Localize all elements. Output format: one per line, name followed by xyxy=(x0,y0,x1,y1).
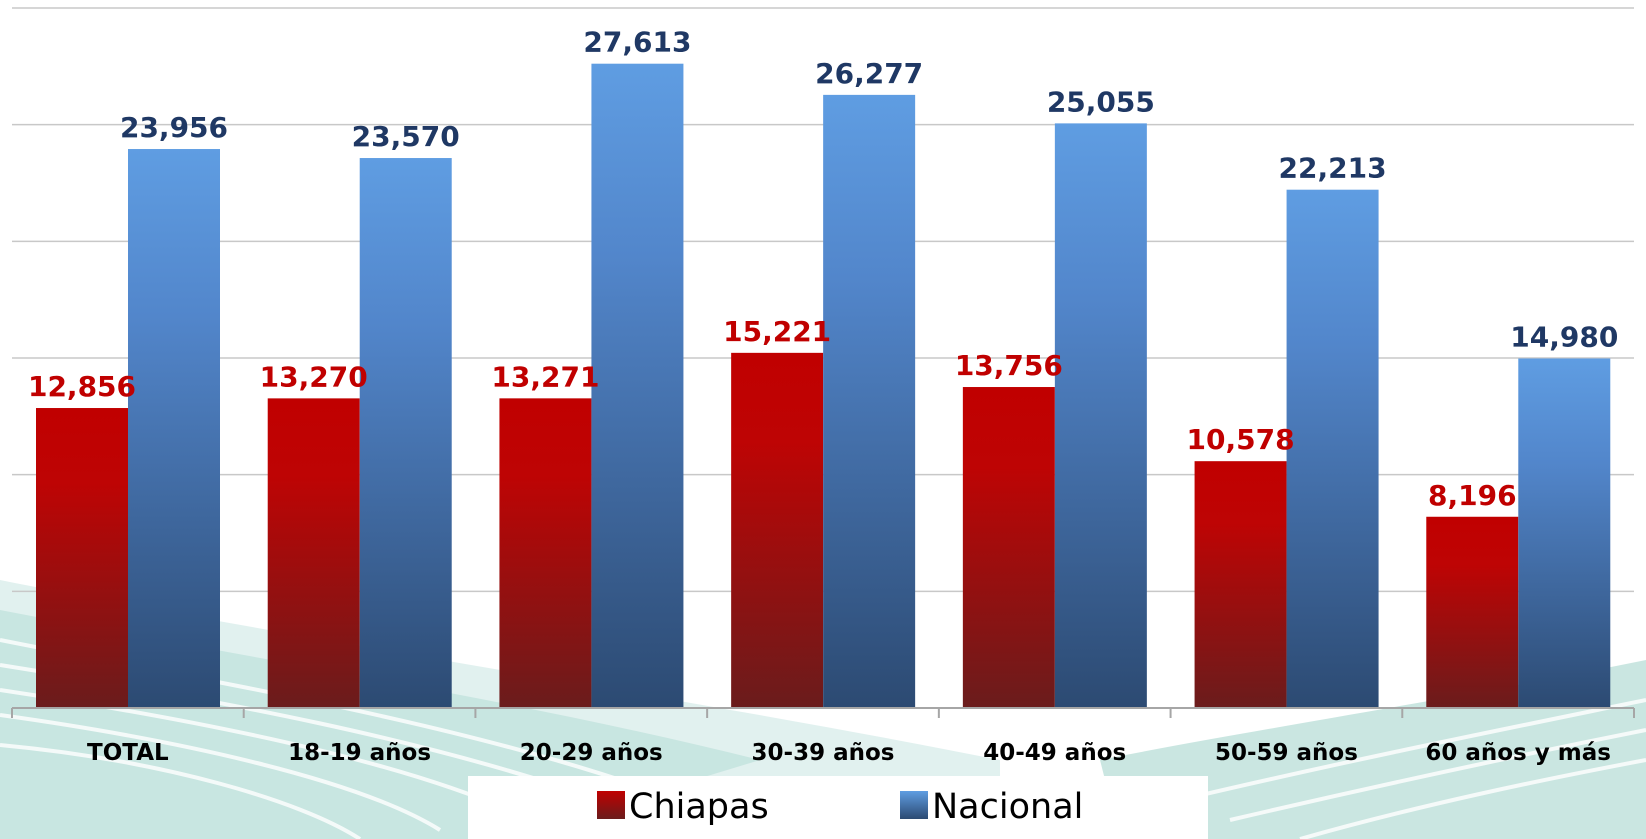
value-label-chiapas-4: 13,756 xyxy=(955,349,1063,382)
bar-nacional-1 xyxy=(359,158,452,709)
bar-nacional-6 xyxy=(1518,358,1611,708)
bar-chiapas-5 xyxy=(1194,461,1287,708)
bar-chiapas-0 xyxy=(36,408,128,708)
bar-nacional-5 xyxy=(1286,189,1379,709)
category-label-0: TOTAL xyxy=(87,740,169,766)
value-label-chiapas-3: 15,221 xyxy=(723,315,831,348)
category-label-3: 30-39 años xyxy=(752,740,895,766)
category-label-1: 18-19 años xyxy=(288,740,431,766)
legend-swatch-nacional xyxy=(900,791,928,819)
bar-nacional-4 xyxy=(1054,123,1147,709)
legend-label-nacional: Nacional xyxy=(932,787,1083,827)
bar-chiapas-6 xyxy=(1426,516,1519,708)
category-label-4: 40-49 años xyxy=(983,740,1126,766)
bar-nacional-2 xyxy=(591,63,684,709)
value-label-nacional-4: 25,055 xyxy=(1047,85,1155,118)
bar-chiapas-2 xyxy=(499,398,592,708)
value-labels: 12,856 23,956 13,270 23,570 13,271 27,613 15,2… xyxy=(28,26,1618,512)
value-label-nacional-1: 23,570 xyxy=(352,120,460,153)
value-label-nacional-0: 23,956 xyxy=(120,111,228,144)
bar-chiapas-4 xyxy=(962,387,1055,708)
category-label-6: 60 años y más xyxy=(1425,740,1611,766)
bar-chiapas-1 xyxy=(267,398,360,708)
value-label-nacional-2: 27,613 xyxy=(583,26,691,59)
legend-swatch-chiapas xyxy=(597,791,625,819)
value-label-chiapas-0: 12,856 xyxy=(28,370,136,403)
category-label-5: 50-59 años xyxy=(1215,740,1358,766)
value-label-chiapas-1: 13,270 xyxy=(260,360,368,393)
category-label-2: 20-29 años xyxy=(520,740,663,766)
bar-nacional-0 xyxy=(128,149,220,708)
legend-label-chiapas: Chiapas xyxy=(629,787,769,827)
legend: Chiapas Nacional xyxy=(468,776,1208,839)
bar-nacional-3 xyxy=(823,94,916,709)
value-label-chiapas-6: 8,196 xyxy=(1428,479,1517,512)
value-label-chiapas-5: 10,578 xyxy=(1187,423,1295,456)
category-labels: TOTAL 18-19 años 20-29 años 30-39 años 40-49… xyxy=(87,740,1611,766)
bar-chiapas-3 xyxy=(731,352,824,708)
bars xyxy=(36,63,1611,709)
legend-background xyxy=(468,776,1208,839)
value-label-chiapas-2: 13,271 xyxy=(491,360,599,393)
x-axis xyxy=(11,707,1635,718)
value-label-nacional-6: 14,980 xyxy=(1510,320,1618,353)
value-label-nacional-3: 26,277 xyxy=(815,57,923,90)
value-label-nacional-5: 22,213 xyxy=(1279,152,1387,185)
